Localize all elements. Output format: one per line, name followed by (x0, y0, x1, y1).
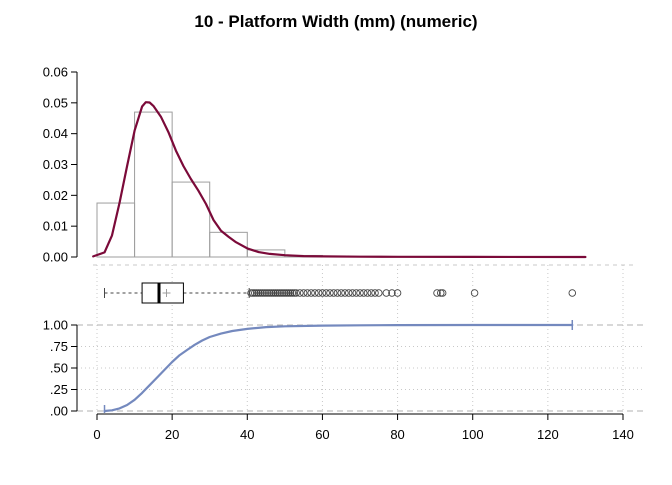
boxplot-outlier (360, 289, 368, 297)
ecdf-y-tick-label: .50 (50, 361, 68, 376)
boxplot-outlier (318, 289, 327, 297)
histogram-panel: 0.00 0.01 0.02 0.03 0.04 0.05 0.06 (43, 65, 587, 265)
boxplot-outlier (348, 289, 357, 297)
histogram-y-tick-label: 0.03 (43, 157, 68, 172)
boxplot-outlier (269, 289, 278, 297)
ecdf-y-tick-label: .00 (50, 404, 68, 419)
x-tick-label: 80 (390, 427, 404, 442)
histogram-y-tick-label: 0.06 (43, 65, 68, 80)
boxplot-outlier (433, 289, 441, 297)
boxplot-outlier (307, 289, 315, 297)
x-axis: 0 20 40 60 80 100 120 140 (93, 413, 634, 442)
x-tick-label: 120 (537, 427, 559, 442)
histogram-bar-2 (171, 181, 211, 258)
histogram-bar-0 (96, 202, 136, 258)
boxplot-outlier (375, 289, 383, 297)
boxplot-outlier (284, 289, 293, 297)
boxplot-outlier (292, 289, 300, 297)
boxplot-outlier (326, 289, 334, 297)
boxplot-outlier (311, 289, 319, 297)
boxplot-outlier (256, 289, 265, 297)
chart-title: 10 - Platform Width (mm) (numeric) (194, 12, 477, 31)
boxplot-outlier (314, 289, 323, 297)
boxplot-outlier (282, 289, 291, 297)
boxplot-outlier (290, 289, 299, 297)
boxplot-outlier (254, 289, 263, 297)
boxplot-outlier (281, 289, 289, 297)
boxplot-outlier (252, 289, 261, 297)
boxplot-outlier (288, 289, 297, 297)
boxplot-outlier (258, 289, 267, 297)
boxplot-outlier (264, 289, 272, 297)
boxplot-outlier (279, 289, 287, 297)
boxplot-outlier (393, 289, 402, 297)
histogram-y-tick-label: 0.05 (43, 95, 68, 110)
boxplot-outlier (277, 289, 285, 297)
boxplot-outlier (344, 289, 353, 297)
boxplot-outlier (568, 289, 577, 297)
density-line (92, 101, 587, 259)
boxplot-outlier (356, 289, 364, 297)
ecdf-y-tick-label: .25 (50, 382, 68, 397)
boxplot-outlier (262, 289, 270, 297)
boxplot-outlier (329, 289, 338, 297)
boxplot-outlier (382, 289, 391, 297)
histogram-bar-1 (134, 111, 173, 258)
x-tick-label: 140 (612, 427, 634, 442)
histogram-y-tick-label: 0.04 (43, 126, 68, 141)
boxplot-outlier (275, 289, 283, 297)
x-tick-label: 60 (315, 427, 329, 442)
histogram-bar-3 (209, 231, 248, 258)
boxplot-outlier (388, 289, 396, 297)
x-tick-label: 0 (93, 427, 100, 442)
boxplot-outlier (352, 289, 360, 297)
x-tick-label: 20 (165, 427, 179, 442)
histogram-bar-4 (246, 249, 286, 258)
ecdf-y-tick-label: 1.00 (43, 318, 68, 333)
boxplot-outlier (333, 289, 342, 297)
boxplot-outlier (271, 289, 280, 297)
boxplot-outlier (341, 289, 349, 297)
boxplot-outlier (299, 289, 308, 297)
histogram-y-tick-label: 0.02 (43, 188, 68, 203)
boxplot-outlier (470, 289, 479, 297)
boxplot-outlier (363, 289, 372, 297)
boxplot-outlier (322, 289, 330, 297)
ecdf-line (103, 323, 574, 413)
boxplot-outlier (367, 289, 376, 297)
boxplot-outlier (303, 289, 312, 297)
histogram-y-tick-label: 0.00 (43, 250, 68, 265)
histogram-y-tick-label: 0.01 (43, 219, 68, 234)
boxplot-outlier (296, 289, 304, 297)
boxplot-outlier (273, 289, 282, 297)
boxplot-outlier (247, 289, 255, 297)
boxplot-outlier (286, 289, 295, 297)
x-tick-label: 100 (462, 427, 484, 442)
boxplot-outlier (437, 289, 445, 297)
boxplot-outlier (438, 289, 447, 297)
boxplot-outlier (249, 289, 257, 297)
boxplot-outlier (251, 289, 259, 297)
boxplot-outlier (267, 289, 276, 297)
ecdf-y-tick-label: .75 (50, 339, 68, 354)
boxplot-outlier (266, 289, 274, 297)
boxplot-outlier (260, 289, 268, 297)
ecdf-panel: .00 .25 .50 .75 1.00 (43, 318, 643, 419)
boxplot-panel (93, 264, 633, 411)
x-tick-label: 40 (240, 427, 254, 442)
boxplot-outlier (337, 289, 345, 297)
boxplot-outlier (371, 289, 379, 297)
